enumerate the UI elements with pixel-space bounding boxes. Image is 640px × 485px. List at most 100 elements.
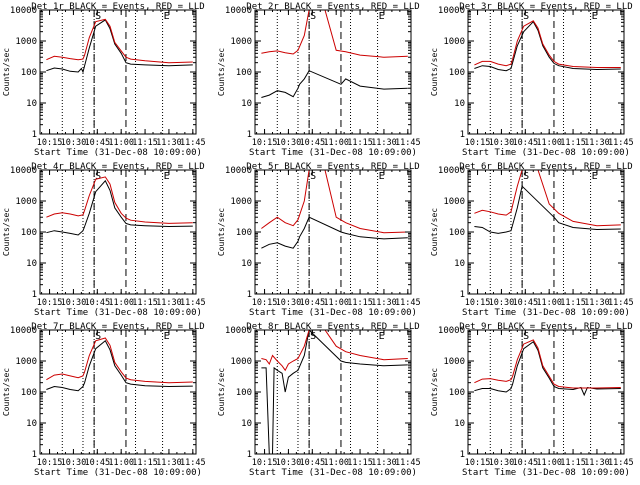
- marker-label-e: E: [592, 171, 598, 182]
- y-tick-label: 1000: [15, 197, 37, 207]
- x-tick-label: 11:30: [156, 298, 182, 308]
- x-tick-label: 11:15: [347, 138, 373, 148]
- marker-label-e: E: [592, 11, 598, 22]
- x-tick-label: 10:45: [300, 298, 326, 308]
- y-tick-label: 10000: [10, 166, 37, 176]
- y-tick-label: 100: [21, 68, 37, 78]
- x-tick-label: 11:45: [395, 298, 421, 308]
- y-tick-label: 1: [247, 290, 252, 300]
- x-tick-label: 10:45: [513, 458, 539, 468]
- marker-label-e: E: [379, 331, 385, 342]
- x-axis-label: Start Time (31-Dec-08 10:09:00): [462, 468, 630, 478]
- series-line-lld: [261, 170, 408, 234]
- series-line-events: [474, 340, 621, 397]
- y-tick-label: 1000: [443, 357, 465, 367]
- plot-title: Det 8r BLACK = Events, RED = LLD: [246, 322, 419, 332]
- x-tick-label: 11:00: [108, 458, 134, 468]
- series-line-lld: [46, 176, 193, 224]
- x-tick-label: 11:00: [108, 298, 134, 308]
- series-line-events: [46, 179, 193, 236]
- marker-label-e: E: [379, 11, 385, 22]
- y-tick-label: 1000: [443, 37, 465, 47]
- x-axis-label: Start Time (31-Dec-08 10:09:00): [462, 308, 630, 318]
- plot-frame: [39, 9, 197, 135]
- y-tick-label: 10: [26, 259, 37, 269]
- plot-frame: [39, 329, 197, 455]
- x-tick-label: 11:00: [323, 298, 349, 308]
- plot-title: Det 5r BLACK = Events, RED = LLD: [246, 162, 419, 172]
- x-tick-label: 11:45: [608, 298, 634, 308]
- x-tick-label: 11:00: [536, 458, 562, 468]
- y-tick-label: 10: [241, 259, 252, 269]
- y-tick-label: 100: [449, 228, 465, 238]
- y-tick-label: 1: [32, 130, 37, 140]
- x-tick-label: 10:15: [465, 298, 491, 308]
- y-tick-label: 1000: [230, 357, 252, 367]
- x-tick-label: 11:30: [156, 458, 182, 468]
- x-tick-label: 11:45: [608, 138, 634, 148]
- x-tick-label: 11:45: [395, 138, 421, 148]
- marker-label-s: S: [523, 171, 529, 182]
- plot-title: Det 9r BLACK = Events, RED = LLD: [459, 322, 632, 332]
- y-tick-label: 1: [460, 130, 465, 140]
- series-line-lld: [261, 330, 408, 372]
- x-tick-label: 10:45: [513, 138, 539, 148]
- marker-label-e: E: [164, 11, 170, 22]
- y-tick-label: 1000: [443, 197, 465, 207]
- x-tick-label: 11:15: [560, 458, 586, 468]
- marker-label-e: E: [164, 171, 170, 182]
- x-tick-label: 11:30: [371, 138, 397, 148]
- y-axis-label: Counts/sec: [430, 208, 439, 256]
- series-line-lld: [46, 18, 193, 64]
- plot-frame: [254, 9, 412, 135]
- marker-label-s: S: [310, 11, 316, 22]
- y-axis-label: Counts/sec: [2, 208, 11, 256]
- x-tick-label: 10:30: [61, 458, 87, 468]
- x-tick-label: 10:15: [252, 458, 278, 468]
- x-tick-label: 10:45: [85, 138, 111, 148]
- y-tick-label: 10000: [438, 326, 465, 336]
- x-axis-label: Start Time (31-Dec-08 10:09:00): [34, 148, 202, 158]
- y-tick-label: 10000: [10, 326, 37, 336]
- y-tick-label: 10000: [10, 6, 37, 16]
- y-tick-label: 100: [236, 228, 252, 238]
- y-tick-label: 10000: [438, 6, 465, 16]
- x-tick-label: 10:15: [252, 298, 278, 308]
- x-tick-label: 10:30: [61, 298, 87, 308]
- y-tick-label: 1: [460, 450, 465, 460]
- x-tick-label: 11:00: [323, 138, 349, 148]
- y-tick-label: 10: [26, 99, 37, 109]
- x-axis-label: Start Time (31-Dec-08 10:09:00): [249, 468, 417, 478]
- y-tick-label: 100: [449, 388, 465, 398]
- y-tick-label: 100: [236, 68, 252, 78]
- x-tick-label: 11:30: [156, 138, 182, 148]
- x-axis-label: Start Time (31-Dec-08 10:09:00): [34, 468, 202, 478]
- y-tick-label: 10: [454, 99, 465, 109]
- x-tick-label: 11:30: [584, 298, 610, 308]
- series-line-events: [261, 330, 408, 454]
- x-tick-label: 10:30: [61, 138, 87, 148]
- x-tick-label: 10:30: [276, 298, 302, 308]
- y-tick-label: 10000: [225, 166, 252, 176]
- x-tick-label: 11:15: [132, 138, 158, 148]
- x-tick-label: 11:15: [560, 138, 586, 148]
- x-axis-label: Start Time (31-Dec-08 10:09:00): [249, 148, 417, 158]
- series-line-lld: [474, 20, 621, 68]
- series-line-lld: [46, 337, 193, 384]
- x-tick-label: 11:15: [560, 298, 586, 308]
- x-tick-label: 11:15: [347, 298, 373, 308]
- plot-title: Det 1r BLACK = Events, RED = LLD: [31, 2, 204, 12]
- plot-title: Det 7r BLACK = Events, RED = LLD: [31, 322, 204, 332]
- plot-frame: [467, 9, 625, 135]
- x-tick-label: 10:15: [37, 458, 63, 468]
- y-tick-label: 10: [454, 419, 465, 429]
- x-tick-label: 10:30: [276, 458, 302, 468]
- y-tick-label: 1000: [15, 357, 37, 367]
- marker-label-s: S: [95, 331, 101, 342]
